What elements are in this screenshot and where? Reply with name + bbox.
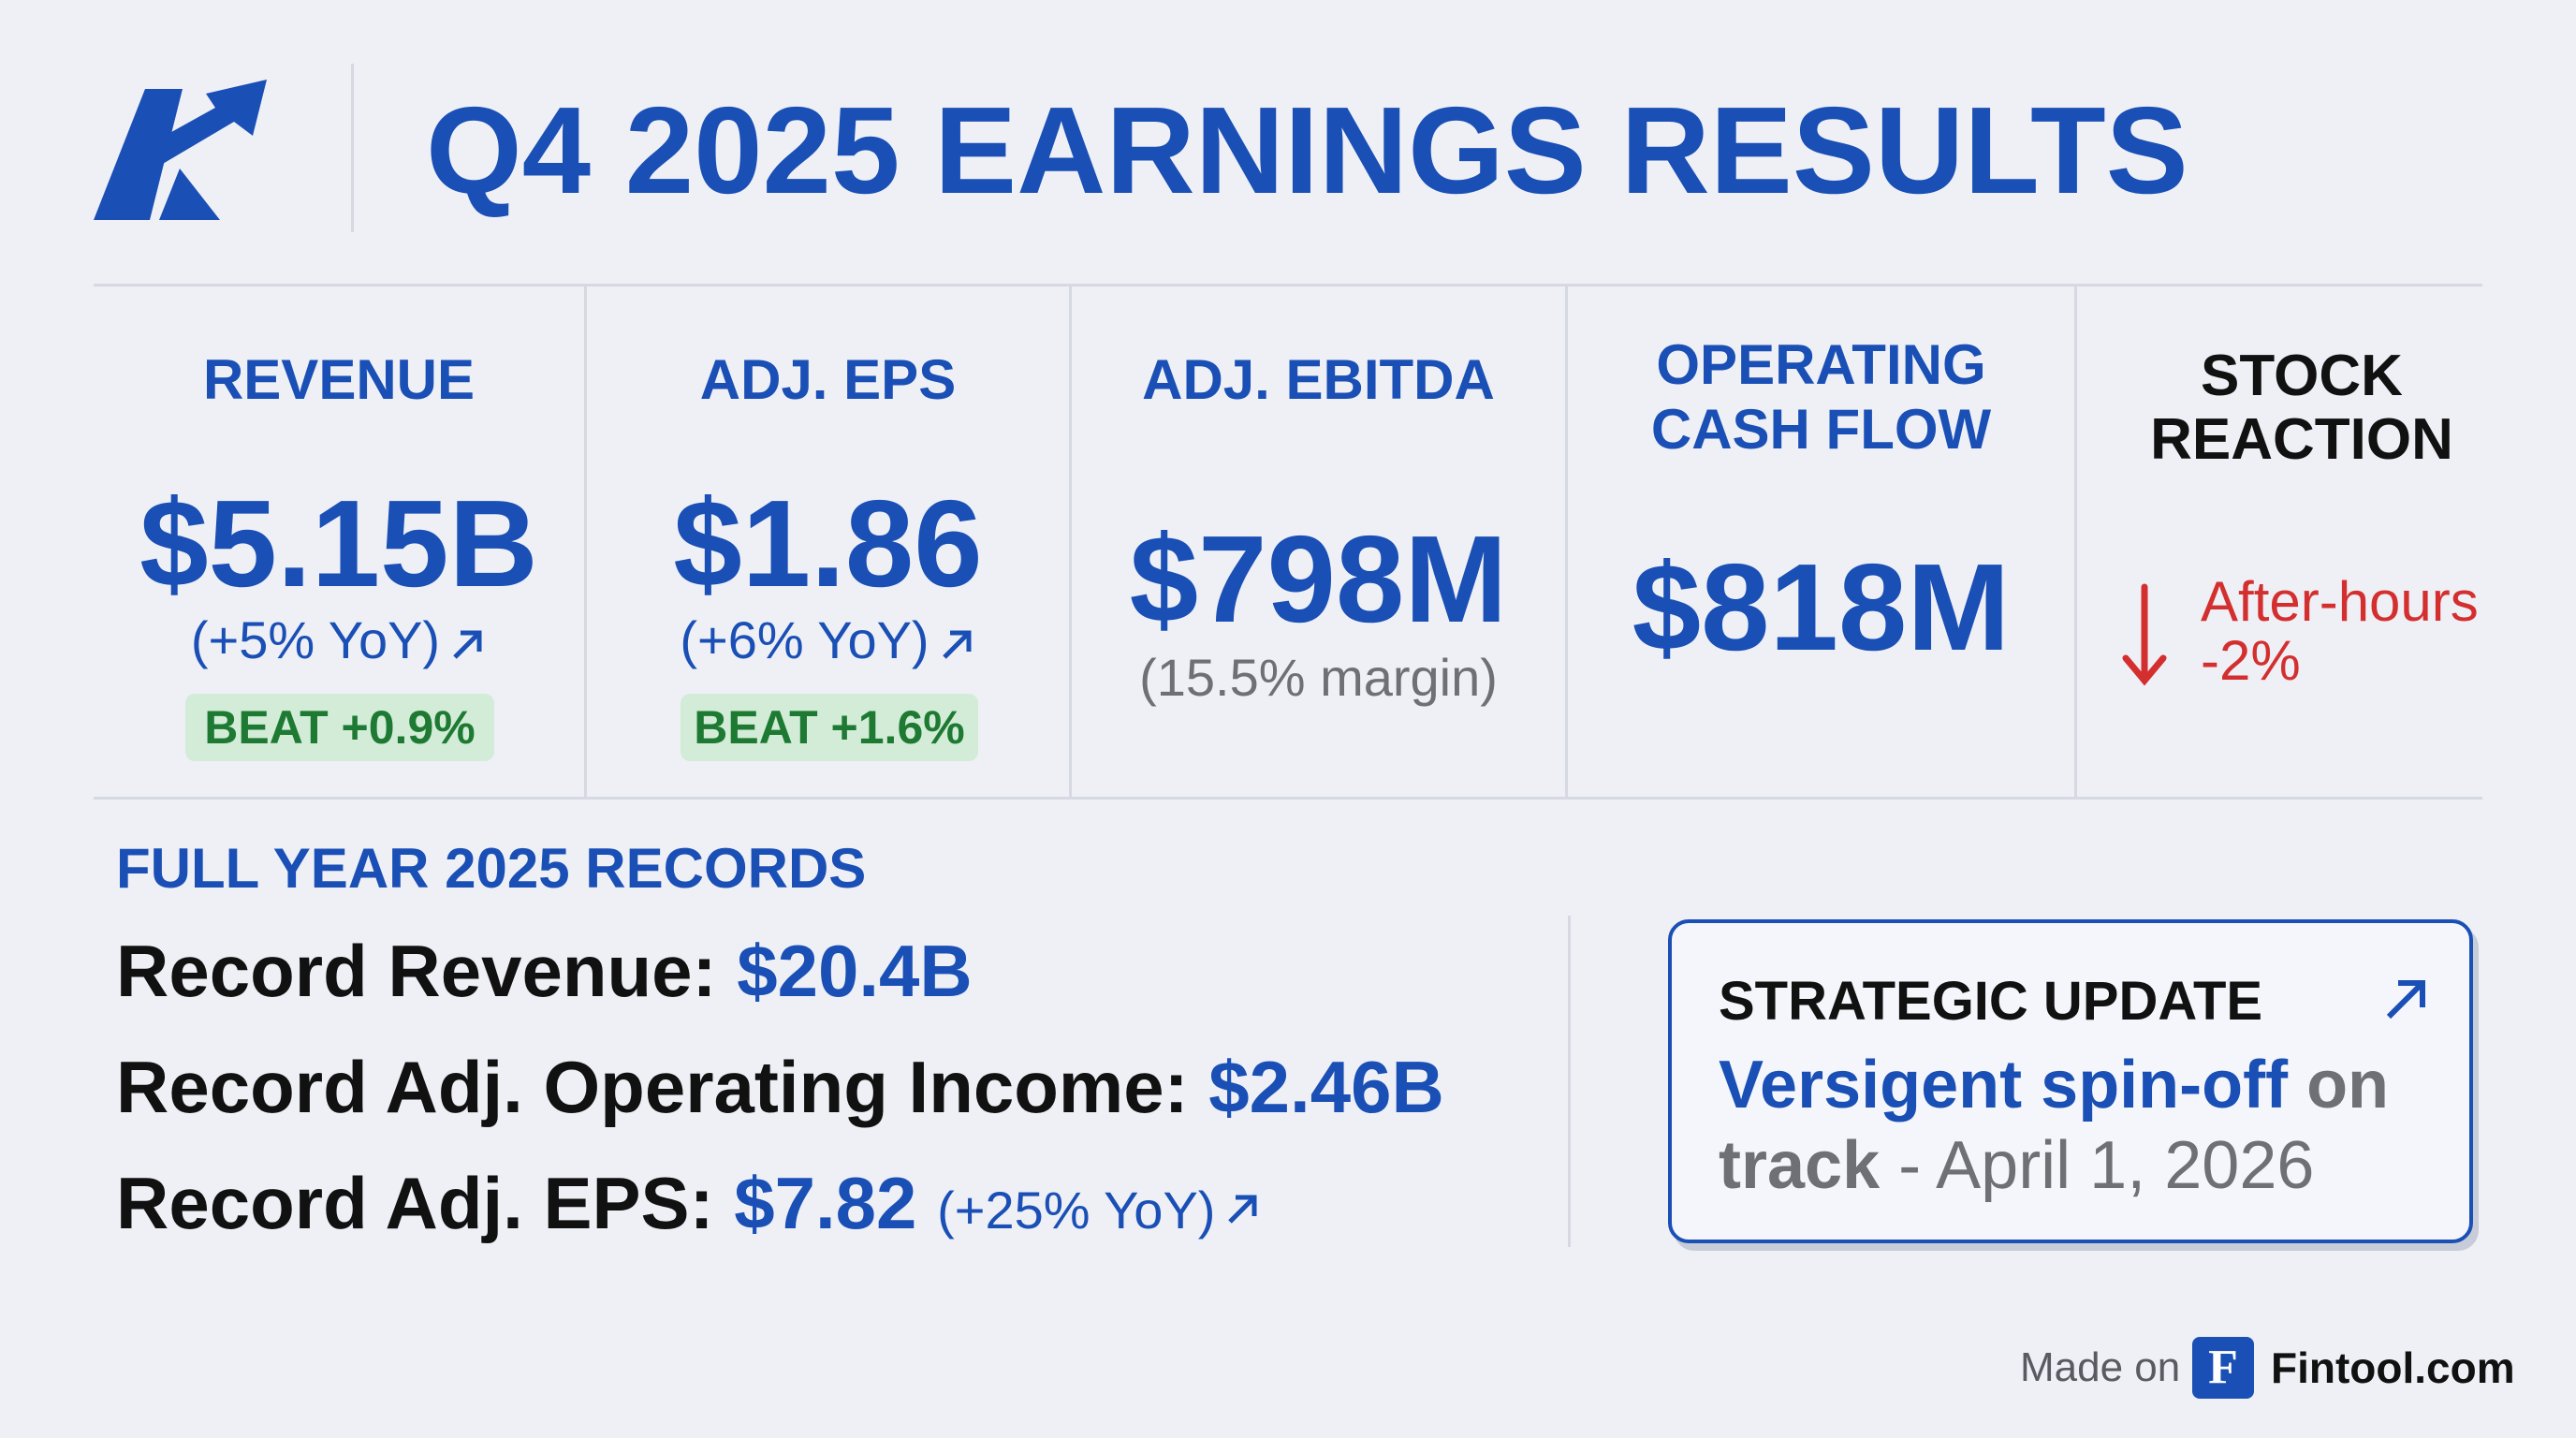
kpi-bottom-divider bbox=[94, 797, 2482, 800]
stock-label: STOCK REACTION bbox=[2077, 344, 2526, 473]
header-divider bbox=[351, 64, 354, 232]
stock-change: After-hours -2% bbox=[2201, 572, 2479, 690]
company-logo-icon bbox=[94, 80, 267, 220]
kpi-value: $818M bbox=[1632, 538, 2011, 676]
footer-made-on: Made on bbox=[2020, 1344, 2181, 1390]
arrow-up-right-icon bbox=[453, 630, 482, 659]
arrow-up-right-icon[interactable] bbox=[2383, 974, 2432, 1022]
kpi-label-line: CASH FLOW bbox=[1650, 398, 1992, 461]
full-year-value: $20.4B bbox=[737, 930, 973, 1012]
kpi-label: ADJ. EPS bbox=[699, 348, 957, 411]
kpi-change-text: (+6% YoY) bbox=[680, 610, 929, 669]
full-year-value: $7.82 bbox=[734, 1162, 917, 1244]
full-year-row: Record Revenue: $20.4B bbox=[116, 929, 973, 1014]
full-year-label: Record Adj. Operating Income: bbox=[116, 1046, 1209, 1128]
strategic-date: - April 1, 2026 bbox=[1880, 1128, 2315, 1204]
full-year-row: Record Adj. EPS: $7.82 (+25% YoY) bbox=[116, 1161, 1262, 1246]
arrow-down-icon bbox=[2122, 583, 2167, 686]
strategic-highlight: Versigent spin-off bbox=[1719, 1048, 2289, 1123]
stock-label-line: REACTION bbox=[2150, 407, 2453, 473]
kpi-column-divider bbox=[2074, 284, 2077, 797]
footer-brand-link[interactable]: Fintool.com bbox=[2271, 1343, 2515, 1392]
kpi-column-divider bbox=[1565, 284, 1568, 797]
kpi-label: ADJ. EBITDA bbox=[1142, 348, 1495, 411]
stock-label-line: STOCK bbox=[2201, 344, 2403, 408]
kpi-top-divider bbox=[94, 284, 2482, 286]
full-year-label: Record Revenue: bbox=[116, 930, 738, 1012]
kpi-column-divider bbox=[1069, 284, 1072, 797]
kpi-change: (+6% YoY) bbox=[587, 609, 1069, 670]
section-divider bbox=[1568, 916, 1571, 1247]
kpi-label: REVENUE bbox=[202, 348, 476, 411]
kpi-adj-ebitda: ADJ. EBITDA $798M (15.5% margin) bbox=[1072, 284, 1565, 797]
strategic-update-card[interactable]: STRATEGIC UPDATE Versigent spin-off on t… bbox=[1668, 919, 2473, 1243]
full-year-label: Record Adj. EPS: bbox=[116, 1162, 735, 1244]
fintool-logo-icon[interactable]: F bbox=[2192, 1337, 2254, 1399]
kpi-value: $5.15B bbox=[139, 475, 538, 612]
kpi-change-text: (+5% YoY) bbox=[190, 610, 441, 669]
arrow-up-right-icon bbox=[1228, 1195, 1257, 1225]
kpi-label-line: OPERATING bbox=[1656, 333, 1986, 396]
beat-badge: BEAT +1.6% bbox=[681, 694, 978, 761]
kpi-column-divider bbox=[584, 284, 587, 797]
strategic-status: on track bbox=[1719, 1048, 2390, 1204]
full-year-title: FULL YEAR 2025 RECORDS bbox=[116, 837, 867, 900]
kpi-adj-eps: ADJ. EPS $1.86 (+6% YoY) BEAT +1.6% bbox=[587, 284, 1069, 797]
full-year-value: $2.46B bbox=[1208, 1046, 1444, 1128]
strategic-title: STRATEGIC UPDATE bbox=[1719, 971, 2263, 1032]
full-year-row: Record Adj. Operating Income: $2.46B bbox=[116, 1045, 1444, 1130]
beat-badge: BEAT +0.9% bbox=[185, 694, 494, 761]
stock-change-line: After-hours bbox=[2201, 570, 2479, 633]
stock-reaction: STOCK REACTION After-hours -2% bbox=[2077, 284, 2482, 797]
strategic-body: Versigent spin-off on track - April 1, 2… bbox=[1719, 1045, 2449, 1207]
arrow-up-right-icon bbox=[942, 630, 972, 659]
kpi-label: OPERATING CASH FLOW bbox=[1568, 332, 2074, 462]
full-year-change: (+25% YoY) bbox=[937, 1181, 1216, 1240]
kpi-change: (+5% YoY) bbox=[94, 609, 584, 670]
page-title: Q4 2025 EARNINGS RESULTS bbox=[426, 81, 2188, 219]
kpi-revenue: REVENUE $5.15B (+5% YoY) BEAT +0.9% bbox=[94, 284, 584, 797]
kpi-operating-cash-flow: OPERATING CASH FLOW $818M bbox=[1568, 284, 2074, 797]
kpi-margin: (15.5% margin) bbox=[1139, 648, 1498, 707]
kpi-value: $798M bbox=[1129, 510, 1508, 648]
stock-change-line: -2% bbox=[2201, 629, 2301, 692]
kpi-value: $1.86 bbox=[673, 475, 983, 612]
